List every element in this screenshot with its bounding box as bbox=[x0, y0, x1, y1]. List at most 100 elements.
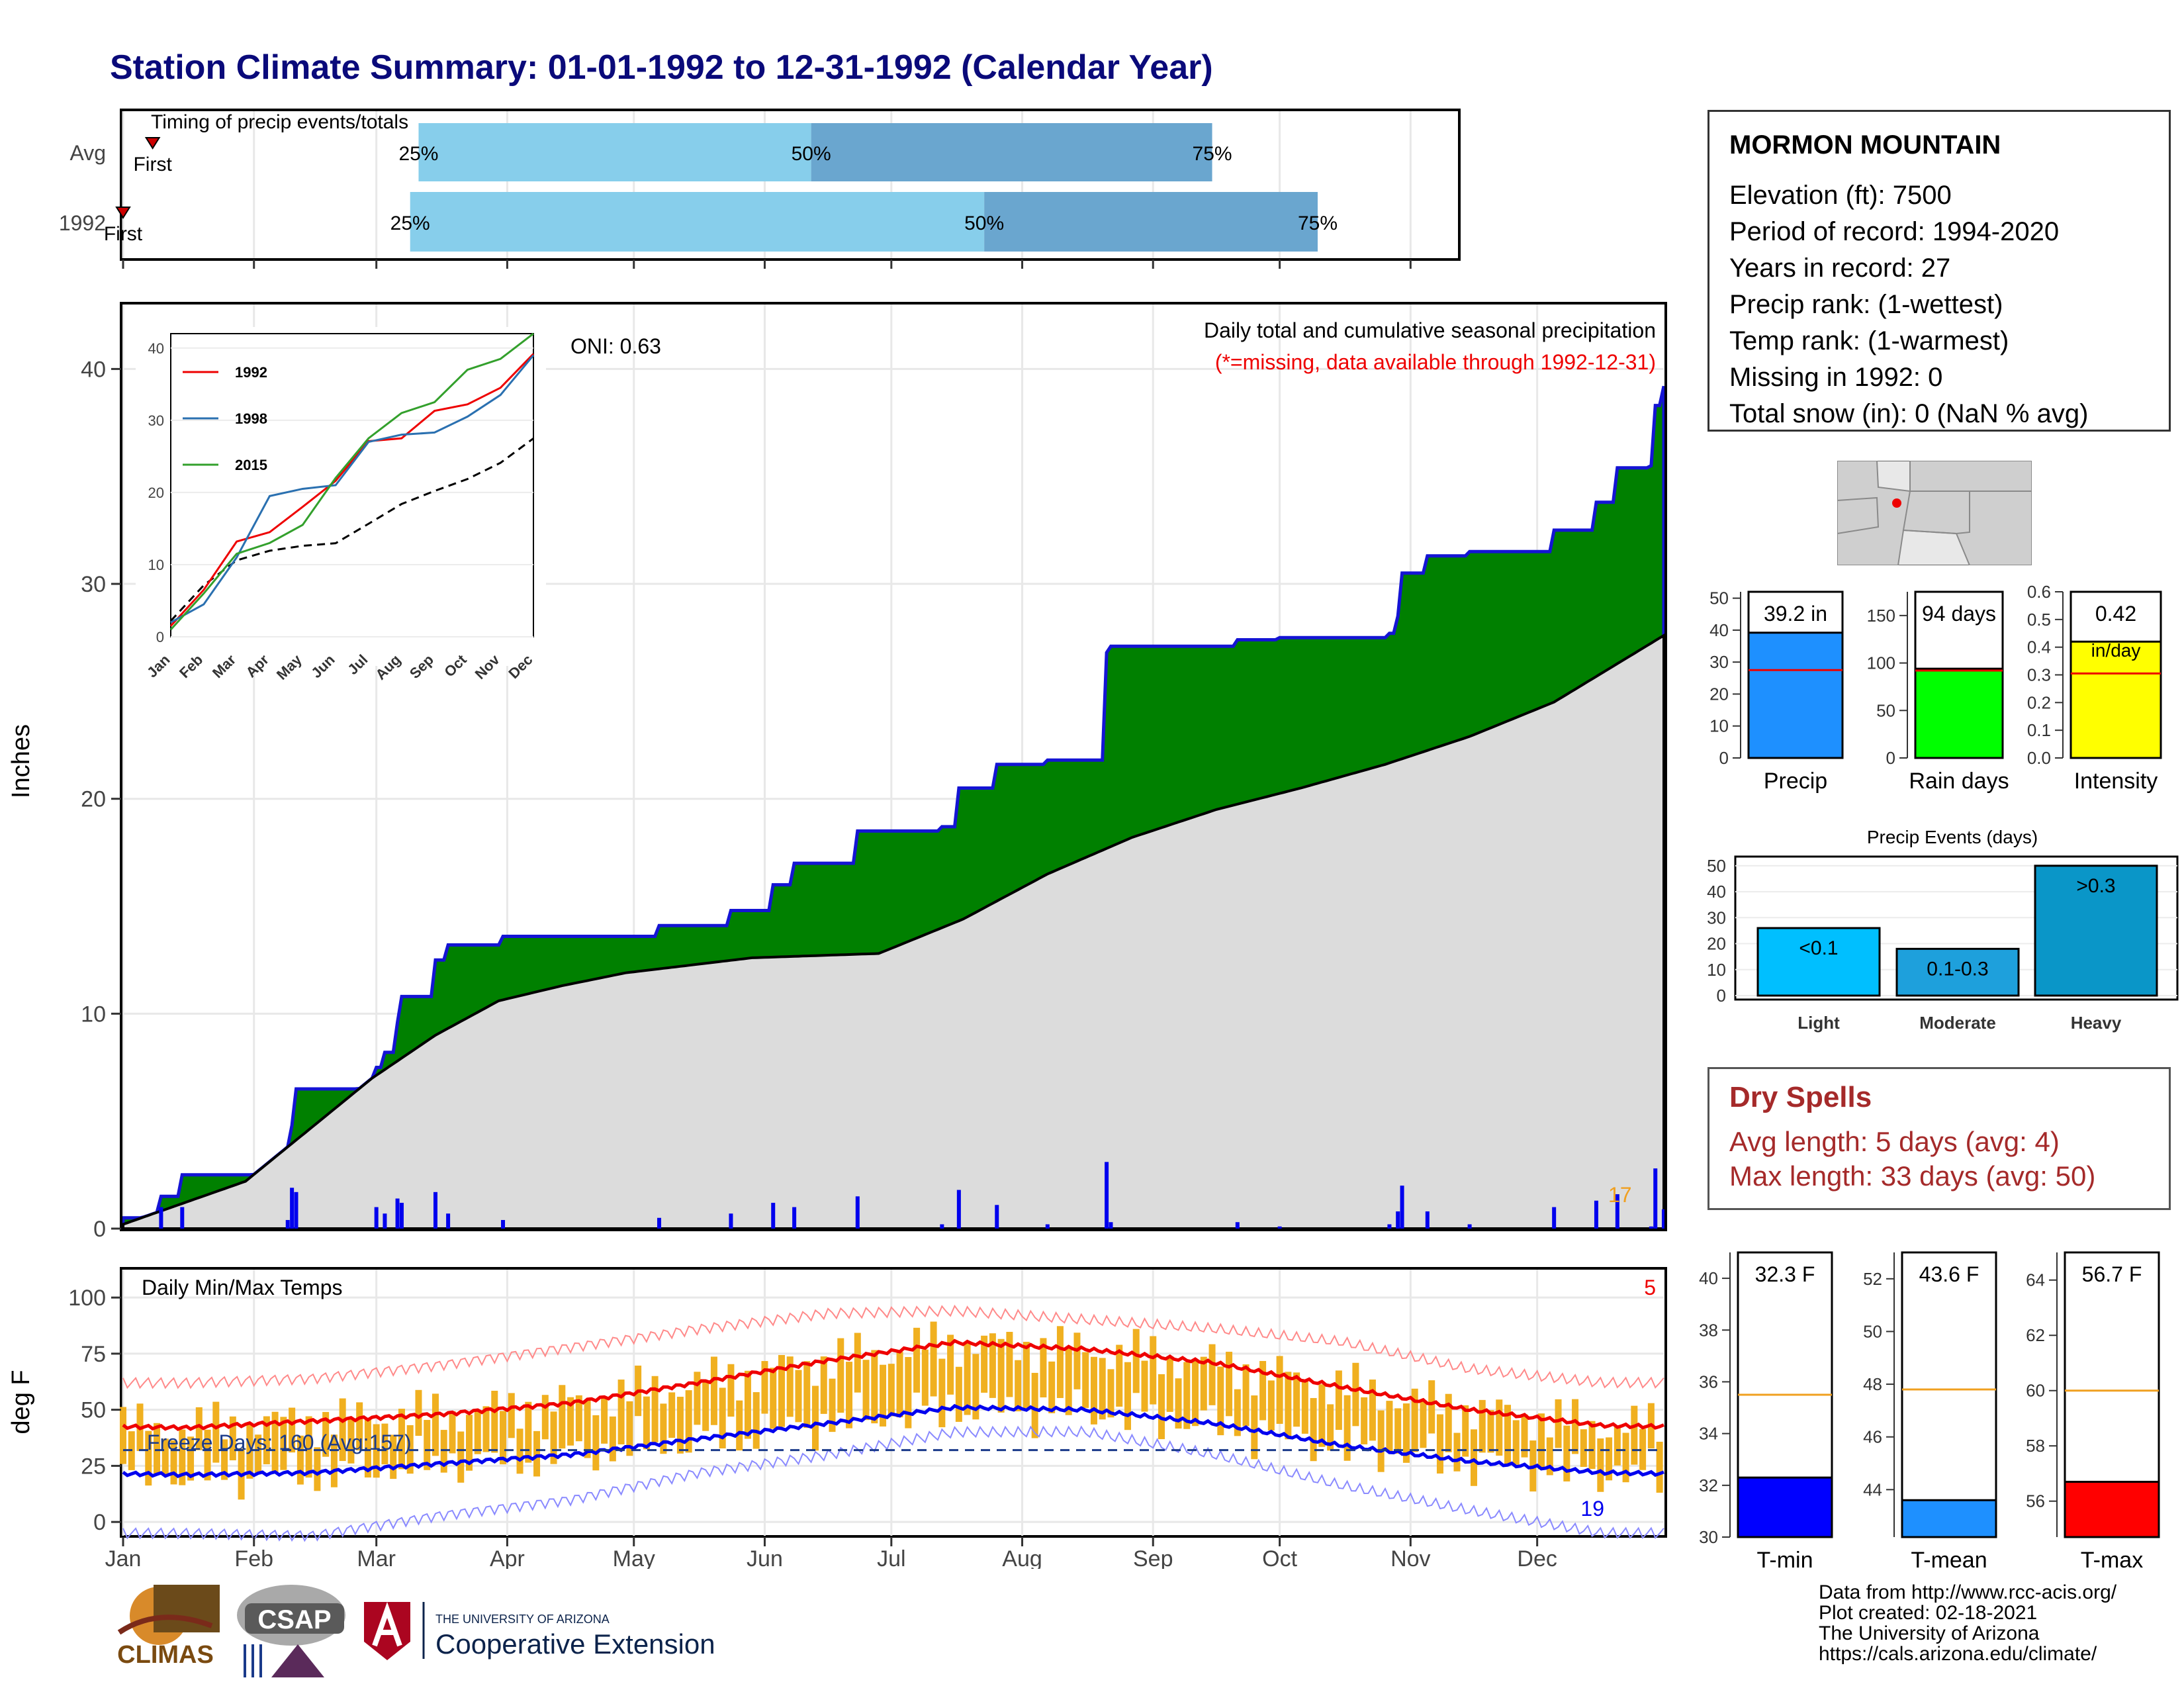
ua-big-text: Cooperative Extension bbox=[435, 1628, 715, 1660]
temp-daily-bar bbox=[702, 1381, 709, 1431]
temp-daily-bar bbox=[761, 1361, 768, 1414]
tmean-summary-ytick-label: 52 bbox=[1863, 1269, 1882, 1289]
temp-daily-bar bbox=[1116, 1344, 1123, 1407]
inset-series-line bbox=[170, 354, 535, 624]
precip-summary-ytick-label: 10 bbox=[1709, 716, 1729, 736]
timing-labels: 25%50%75%FirstLast25%50%75%FirstLast bbox=[104, 137, 1338, 245]
temp-daily-bar bbox=[871, 1350, 878, 1424]
temp-daily-bar bbox=[862, 1360, 870, 1421]
temp-daily-bar bbox=[626, 1401, 633, 1456]
temp-daily-bar bbox=[1234, 1389, 1241, 1436]
temp-daily-bar bbox=[584, 1399, 591, 1458]
raindays-summary-bar: 0 50 100 150 94 days Rain days bbox=[1867, 590, 2009, 794]
temp-daily-bar bbox=[449, 1411, 456, 1454]
temp-daily-bar bbox=[643, 1396, 650, 1450]
timing-q25-label: 25% bbox=[398, 143, 438, 165]
tmin-summary-ytick-label: 34 bbox=[1699, 1424, 1718, 1444]
credits: Data from http://www.rcc-acis.org/ Plot … bbox=[1819, 1582, 2116, 1664]
temp-daily-bar bbox=[1183, 1362, 1191, 1429]
ua-small-text: THE UNIVERSITY OF ARIZONA bbox=[435, 1613, 610, 1626]
intensity-summary-ytick-label: 0.3 bbox=[2027, 665, 2051, 685]
credit-created: Plot created: 02-18-2021 bbox=[1819, 1602, 2038, 1624]
temp-daily-bar bbox=[432, 1393, 439, 1456]
temp-daily-bar bbox=[347, 1418, 355, 1464]
inset-series-line bbox=[169, 353, 535, 627]
temp-ytick-label: 25 bbox=[81, 1454, 106, 1479]
temp-daily-bar bbox=[938, 1358, 946, 1428]
intensity-summary-unit-label: in/day bbox=[2091, 640, 2141, 661]
intensity-summary-value-label: 0.42 bbox=[2095, 602, 2136, 626]
raindays-summary-value-bar bbox=[1914, 667, 2004, 759]
intensity-summary-ytick-label: 0.5 bbox=[2027, 610, 2051, 630]
temp-daily-bar bbox=[1462, 1405, 1469, 1457]
temp-daily-bar bbox=[617, 1380, 625, 1444]
month-label: Jun bbox=[747, 1546, 783, 1569]
temp-daily-bar bbox=[1453, 1432, 1461, 1472]
credit-source: Data from http://www.rcc-acis.org/ bbox=[1819, 1581, 2117, 1603]
temp-daily-bar bbox=[1555, 1399, 1562, 1448]
temp-daily-bar bbox=[1251, 1395, 1258, 1460]
temp-daily-bar bbox=[930, 1321, 937, 1397]
temp-daily-bar bbox=[356, 1402, 363, 1451]
daily-precip-bar bbox=[1387, 1224, 1392, 1229]
precip-summary-bar: 0 10 20 30 40 50 39.2 in Precip bbox=[1709, 588, 1844, 794]
daily-precip-bar bbox=[374, 1207, 379, 1229]
temp-daily-bar bbox=[1394, 1408, 1402, 1454]
temp-daily-bar bbox=[1538, 1413, 1545, 1470]
timing-first-marker bbox=[144, 137, 161, 150]
daily-precip-bar bbox=[1662, 1209, 1666, 1229]
temp-daily-bar bbox=[1132, 1329, 1140, 1393]
daily-precip-bars bbox=[159, 1162, 1666, 1229]
temp-daily-bar bbox=[997, 1338, 1005, 1413]
daily-precip-bar bbox=[501, 1220, 506, 1229]
temp-daily-bar bbox=[955, 1366, 962, 1422]
station-snow: Total snow (in): 0 (NaN % avg) bbox=[1729, 399, 2089, 428]
temp-daily-bar bbox=[1023, 1342, 1030, 1408]
daily-precip-bar bbox=[1105, 1162, 1109, 1229]
events-category-label: Light bbox=[1797, 1013, 1840, 1033]
daily-precip-bar bbox=[657, 1217, 662, 1229]
credit-url: https://cals.arizona.edu/climate/ bbox=[1819, 1643, 2097, 1665]
avg-max-line bbox=[122, 1338, 1664, 1431]
temp-daily-bar bbox=[1259, 1360, 1267, 1421]
temp-daily-bar bbox=[981, 1335, 988, 1393]
temp-daily-bar bbox=[1496, 1399, 1503, 1456]
daily-precip-bar bbox=[1467, 1224, 1472, 1229]
temp-daily-bar bbox=[1217, 1366, 1224, 1436]
month-label: Nov bbox=[1390, 1546, 1430, 1569]
temp-daily-bar bbox=[795, 1370, 802, 1423]
temp-daily-bar bbox=[330, 1434, 338, 1487]
timing-row-avg-label: Avg bbox=[69, 141, 106, 165]
temp-daily-bar bbox=[1056, 1326, 1064, 1398]
intensity-summary-ytick-label: 0.0 bbox=[2027, 748, 2051, 768]
temp-daily-bar bbox=[229, 1416, 236, 1461]
events-category-label: Heavy bbox=[2071, 1013, 2122, 1033]
intensity-summary-label: Intensity bbox=[2074, 769, 2158, 794]
month-label: May bbox=[613, 1546, 655, 1569]
timing-q50-label: 50% bbox=[964, 212, 1004, 234]
temp-daily-bar bbox=[1327, 1404, 1334, 1451]
tmax-summary-ytick-label: 56 bbox=[2026, 1491, 2045, 1511]
inset-ytick-label: 0 bbox=[156, 629, 164, 645]
temp-daily-bar bbox=[204, 1429, 211, 1481]
temp-daily-bar bbox=[1656, 1441, 1663, 1493]
tmin-summary-ytick-label: 40 bbox=[1699, 1268, 1718, 1288]
page-title: Station Climate Summary: 01-01-1992 to 1… bbox=[110, 48, 1213, 87]
month-label: Apr bbox=[490, 1546, 525, 1569]
station-name: MORMON MOUNTAIN bbox=[1729, 130, 2001, 160]
normal-precip-area bbox=[122, 633, 1665, 1230]
month-label: Mar bbox=[357, 1546, 396, 1569]
temp-daily-bar bbox=[947, 1335, 954, 1395]
temp-daily-bar bbox=[1318, 1384, 1326, 1447]
tmax-summary-value-label: 56.7 F bbox=[2082, 1262, 2142, 1286]
temp-daily-bar bbox=[668, 1392, 676, 1438]
temp-daily-bar bbox=[803, 1361, 811, 1429]
temp-daily-bar bbox=[710, 1356, 717, 1425]
temp-daily-bar bbox=[154, 1423, 161, 1474]
inset-ytick-label: 20 bbox=[148, 485, 164, 501]
tmin-summary-ytick-label: 30 bbox=[1699, 1527, 1718, 1547]
precip-y-axis: 0 10 20 30 40 bbox=[81, 357, 121, 1242]
temp-daily-bar bbox=[1267, 1380, 1275, 1431]
events-title: Precip Events (days) bbox=[1867, 827, 2038, 847]
tmin-summary-ytick-label: 36 bbox=[1699, 1372, 1718, 1391]
